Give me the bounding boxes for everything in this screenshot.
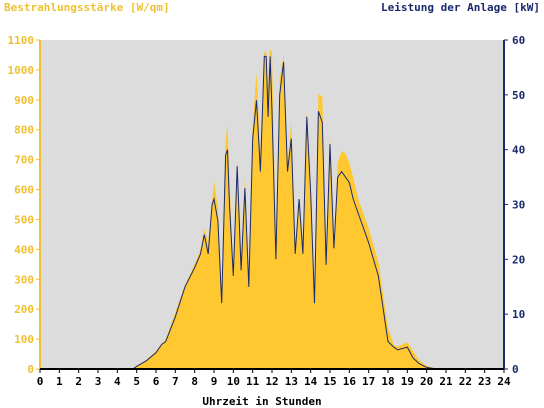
- left-tick-label: 500: [14, 213, 34, 226]
- right-tick-label: 20: [512, 253, 525, 266]
- x-tick-label: 8: [191, 375, 198, 388]
- left-tick-label: 1100: [8, 34, 35, 47]
- left-tick-label: 400: [14, 243, 34, 256]
- x-tick-label: 19: [401, 375, 414, 388]
- x-tick-label: 7: [172, 375, 179, 388]
- x-tick-label: 17: [362, 375, 375, 388]
- power-line-layer: [40, 55, 504, 370]
- x-tick-label: 15: [323, 375, 336, 388]
- right-tick-label: 30: [512, 199, 525, 212]
- x-tick-label: 16: [343, 375, 357, 388]
- x-tick-label: 6: [153, 375, 160, 388]
- x-tick-label: 9: [211, 375, 218, 388]
- left-tick-label: 600: [14, 184, 34, 197]
- x-tick-label: 24: [497, 375, 511, 388]
- x-tick-label: 4: [114, 375, 121, 388]
- x-tick-label: 23: [478, 375, 491, 388]
- left-tick-label: 100: [14, 333, 34, 346]
- x-tick-label: 18: [381, 375, 394, 388]
- x-axis-label: Uhrzeit in Stunden: [202, 395, 321, 408]
- left-axis-title: Bestrahlungsstärke [W/qm]: [4, 1, 170, 14]
- x-tick-label: 14: [304, 375, 318, 388]
- left-tick-label: 1000: [8, 64, 35, 77]
- left-tick-label: 300: [14, 273, 34, 286]
- right-tick-label: 60: [512, 34, 525, 47]
- x-tick-label: 0: [37, 375, 44, 388]
- x-tick-label: 12: [265, 375, 278, 388]
- x-tick-label: 10: [227, 375, 240, 388]
- x-tick-label: 11: [246, 375, 260, 388]
- right-axis-title: Leistung der Anlage [kW]: [381, 1, 540, 14]
- left-tick-label: 0: [27, 363, 34, 376]
- power-line: [40, 55, 504, 370]
- x-tick-label: 3: [95, 375, 102, 388]
- left-tick-label: 700: [14, 154, 34, 167]
- axes-layer: 0100200300400500600700800900100011000102…: [8, 34, 526, 388]
- left-tick-label: 800: [14, 124, 34, 137]
- right-tick-label: 0: [512, 363, 519, 376]
- irradiance-area: [40, 49, 504, 369]
- x-tick-label: 1: [56, 375, 63, 388]
- right-tick-label: 50: [512, 89, 525, 102]
- left-tick-label: 900: [14, 94, 34, 107]
- right-tick-label: 10: [512, 308, 525, 321]
- irradiance-area-layer: [40, 49, 504, 369]
- right-tick-label: 40: [512, 144, 525, 157]
- left-tick-label: 200: [14, 303, 34, 316]
- x-tick-label: 21: [439, 375, 453, 388]
- x-tick-label: 22: [459, 375, 472, 388]
- x-tick-label: 5: [133, 375, 140, 388]
- x-tick-label: 2: [75, 375, 82, 388]
- x-tick-label: 13: [285, 375, 298, 388]
- x-tick-label: 20: [420, 375, 433, 388]
